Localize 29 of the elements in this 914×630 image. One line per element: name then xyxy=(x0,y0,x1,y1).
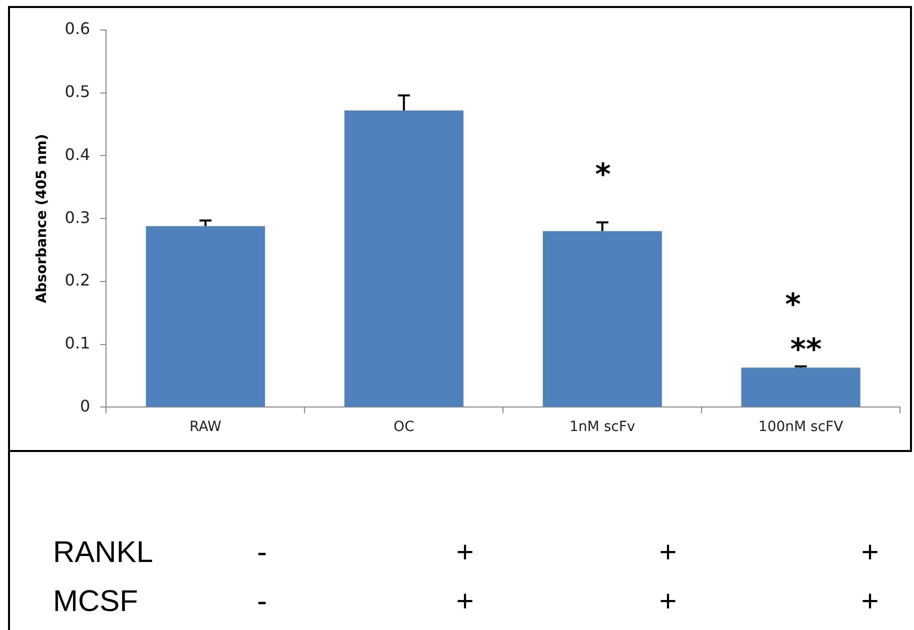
text: - xyxy=(257,536,267,570)
y-tick-label: 0.1 xyxy=(64,333,90,352)
x-tick-label: RAW xyxy=(190,419,222,436)
bar xyxy=(741,368,860,407)
y-tick-label: 0 xyxy=(80,396,90,416)
x-tick-label: 1nM scFv xyxy=(570,419,636,436)
annotation: * xyxy=(785,288,801,322)
text: RANKL xyxy=(53,536,154,570)
y-tick-label: 0.2 xyxy=(64,270,90,290)
y-tick-label: 0.3 xyxy=(64,208,90,227)
text: - xyxy=(257,585,267,619)
y-tick-label: 0.6 xyxy=(64,19,90,38)
text: + xyxy=(456,536,474,570)
text: + xyxy=(659,536,677,570)
y-tick-label: 0.4 xyxy=(64,144,90,164)
text: + xyxy=(861,585,879,619)
bar xyxy=(344,110,464,407)
text: + xyxy=(456,585,474,619)
y-axis-title: Absorbance (405 nm) xyxy=(34,134,50,304)
text: + xyxy=(659,585,677,619)
bar xyxy=(146,226,265,407)
text: + xyxy=(861,536,879,570)
x-tick-label: OC xyxy=(394,419,415,436)
bar xyxy=(542,231,662,407)
x-tick-label: 100nM scFV xyxy=(758,419,844,436)
text: MCSF xyxy=(53,585,138,619)
annotation: ** xyxy=(790,332,822,368)
y-tick-label: 0.5 xyxy=(64,82,90,102)
annotation: * xyxy=(595,158,611,192)
